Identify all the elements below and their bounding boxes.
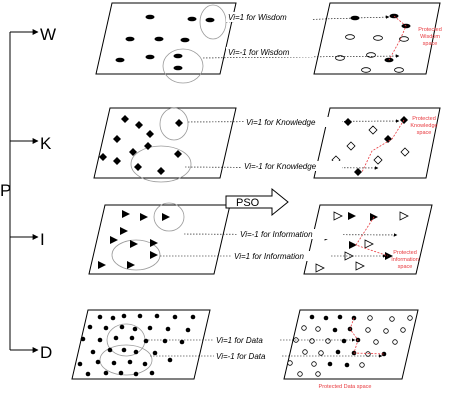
wisdom-left-panel xyxy=(95,2,237,75)
knowledge-protected-line1: Protected xyxy=(412,116,436,122)
information-protected-line1: Protected xyxy=(393,250,417,256)
level-w-label: W xyxy=(40,25,56,44)
information-protected-line2: Information xyxy=(391,257,419,263)
information-left-points xyxy=(98,210,170,269)
level-p-label: P xyxy=(0,181,11,200)
information-protected-line3: space xyxy=(398,264,413,270)
knowledge-right-panel xyxy=(313,107,441,179)
wisdom-protected-line3: space xyxy=(423,41,438,47)
data-bottom-label: Vi=-1 for Data xyxy=(216,352,266,361)
wisdom-left-points xyxy=(115,14,215,71)
knowledge-left-panel xyxy=(93,107,237,179)
pso-arrow: PSO xyxy=(225,187,289,217)
knowledge-left-points xyxy=(99,115,183,175)
wisdom-protected-line1: Protected xyxy=(418,27,442,33)
pso-label: PSO xyxy=(236,197,260,209)
data-right-points xyxy=(287,314,413,377)
knowledge-bottom-label: Vi=-1 for Knowledge xyxy=(244,162,317,171)
wisdom-bottom-label: Vi=-1 for Wisdom xyxy=(228,48,290,57)
level-i-label: I xyxy=(40,230,45,249)
data-bottom-ellipse xyxy=(99,344,153,376)
level-d-label: D xyxy=(40,343,52,362)
information-top-ellipse xyxy=(153,202,185,232)
hierarchy-bracket xyxy=(9,29,39,353)
data-left-points xyxy=(77,313,196,377)
level-k-label: K xyxy=(40,134,52,153)
knowledge-bottom-ellipse xyxy=(130,145,192,183)
wisdom-bottom-arrow xyxy=(202,54,400,59)
information-top-arrow xyxy=(183,233,398,237)
wisdom-protected-line2: Wisdom xyxy=(420,34,440,40)
information-bottom-ellipse xyxy=(111,239,161,271)
data-right-panel xyxy=(283,309,419,380)
information-top-label: Vi=-1 for Information xyxy=(240,230,313,239)
knowledge-protected-line2: Knowledge xyxy=(410,123,437,129)
knowledge-right-points xyxy=(331,116,410,176)
data-protected-label: Protected Data space xyxy=(319,384,372,390)
data-left-panel xyxy=(71,309,211,380)
knowledge-top-ellipse xyxy=(159,107,189,141)
information-bottom-label: Vi=1 for Information xyxy=(234,252,304,261)
knowledge-protected-line3: space xyxy=(417,130,432,136)
information-left-panel xyxy=(88,204,231,275)
wisdom-bottom-ellipse xyxy=(162,48,204,84)
data-top-label: Vi=1 for Data xyxy=(216,336,263,345)
wisdom-right-points xyxy=(335,13,411,73)
information-right-panel xyxy=(303,204,433,275)
knowledge-top-label: Vi=1 for Knowledge xyxy=(246,118,316,127)
wisdom-top-label: Vi=1 for Wisdom xyxy=(228,13,287,22)
